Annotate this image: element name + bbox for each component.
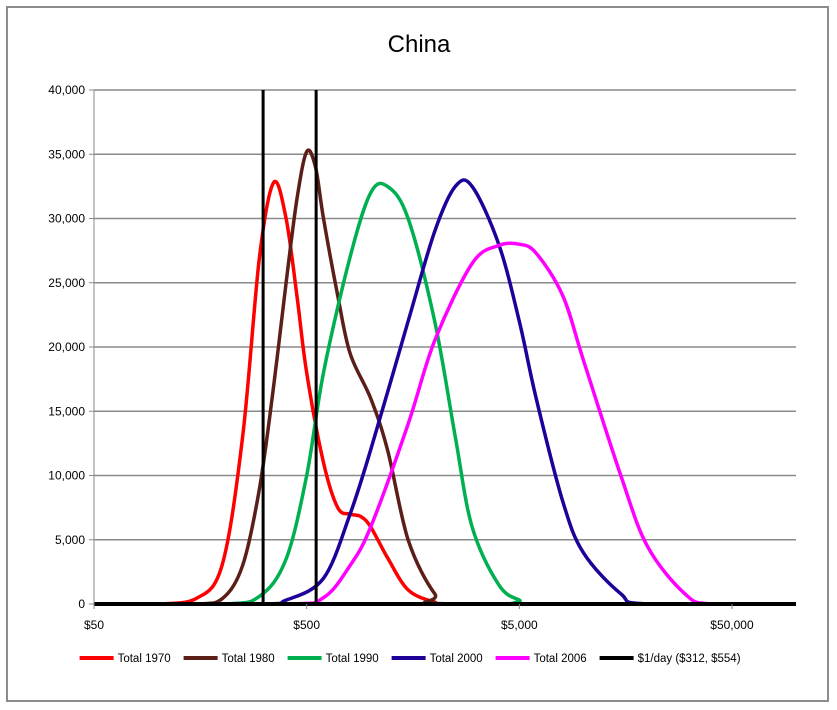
chart-canvas: 0 5,000 10,000 15,000 20,000 25,000 30,000 35,0… [48,31,796,665]
chart-title: China [388,31,451,58]
y-tick-label: 5,000 [55,533,85,547]
x-tick-label: $500 [293,618,320,632]
axes: 0 5,000 10,000 15,000 20,000 25,000 30,000 35,0… [48,83,754,632]
series-line-1 [93,179,796,606]
series-line-3 [93,181,796,606]
legend-label-2: Total 1980 [222,653,275,665]
y-tick-label: 10,000 [48,469,85,483]
y-tick-label: 20,000 [48,340,85,354]
y-tick-label: 25,000 [48,276,85,290]
x-tick-label: $50 [84,618,104,632]
legend-label-5: Total 2006 [534,653,587,665]
chart-frame: 0 5,000 10,000 15,000 20,000 25,000 30,000 35,0… [6,6,829,702]
y-tick-label: 40,000 [48,83,85,97]
grid-lines [94,89,796,541]
y-tick-label: 35,000 [48,147,85,161]
legend: Total 1970 Total 1980 Total 1990 Total 2000… [79,653,741,665]
x-tick-label: $50,000 [710,618,754,632]
x-tick-label: $5,000 [501,618,538,632]
y-tick-label: 0 [78,597,85,611]
legend-label-6: $1/day ($312, $554) [638,653,741,665]
y-tick-label: 30,000 [48,212,85,226]
series-lines [93,90,796,606]
legend-label-1: Total 1970 [118,653,171,665]
legend-label-4: Total 2000 [430,653,483,665]
series-line-5 [93,241,796,606]
y-tick-label: 15,000 [48,404,85,418]
legend-label-3: Total 1990 [326,653,379,665]
